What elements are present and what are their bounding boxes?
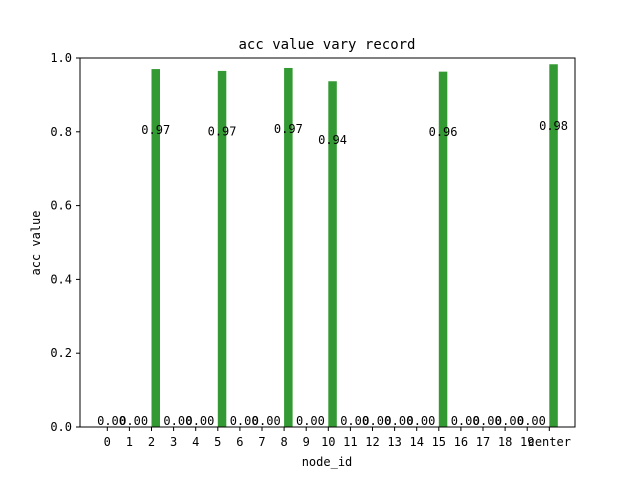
y-tick-label: 0.2 xyxy=(50,346,72,360)
bar-value-label: 0.98 xyxy=(539,119,568,133)
x-tick-label: 11 xyxy=(343,435,357,449)
x-tick-label: 9 xyxy=(303,435,310,449)
bar-value-label: 0.00 xyxy=(495,414,524,428)
x-tick-label: 14 xyxy=(409,435,423,449)
bar-2 xyxy=(151,69,160,427)
x-tick-label: 16 xyxy=(454,435,468,449)
bar-value-label: 0.94 xyxy=(318,133,347,147)
x-tick-label: 8 xyxy=(280,435,287,449)
x-tick-label: 12 xyxy=(365,435,379,449)
bar-value-label: 0.00 xyxy=(163,414,192,428)
x-tick-label: center xyxy=(528,435,571,449)
bar-value-label: 0.96 xyxy=(429,125,458,139)
bar-value-label: 0.97 xyxy=(274,122,303,136)
bar-value-label: 0.97 xyxy=(141,123,170,137)
bar-value-label: 0.00 xyxy=(119,414,148,428)
y-tick-label: 0.6 xyxy=(50,199,72,213)
x-axis-label: node_id xyxy=(302,455,353,469)
bar-value-label: 0.00 xyxy=(517,414,546,428)
bar-value-label: 0.00 xyxy=(296,414,325,428)
plot-area: 0.00.20.40.60.81.00 1 2 3 4 5 6 7 8 9 10 11 12 13 14 15… xyxy=(50,51,576,449)
plot-frame xyxy=(79,57,576,428)
y-tick-label: 1.0 xyxy=(50,51,72,65)
x-tick-label: 10 xyxy=(321,435,335,449)
bar-value-label: 0.00 xyxy=(252,414,281,428)
bar-10 xyxy=(328,81,337,427)
x-tick-label: 3 xyxy=(170,435,177,449)
x-tick-label: 5 xyxy=(214,435,221,449)
bar-8 xyxy=(284,67,293,428)
x-tick-label: 19 xyxy=(520,435,534,449)
bar-value-label: 0.00 xyxy=(185,414,214,428)
x-tick-label: 15 xyxy=(432,435,446,449)
x-tick-label: 0 xyxy=(104,435,111,449)
bar-value-label: 0.97 xyxy=(208,124,237,138)
bar-center xyxy=(549,64,558,428)
bar-value-label: 0.00 xyxy=(473,414,502,428)
x-tick-label: 13 xyxy=(387,435,401,449)
bar-5 xyxy=(217,70,227,428)
x-tick-label: 18 xyxy=(498,435,512,449)
x-tick-label: 7 xyxy=(258,435,265,449)
y-axis-label: acc value xyxy=(29,210,43,275)
x-tick-label: 1 xyxy=(126,435,133,449)
y-tick-label: 0.0 xyxy=(50,420,72,434)
bar-value-label: 0.00 xyxy=(340,414,369,428)
x-tick-label: 17 xyxy=(476,435,490,449)
chart-title: acc value vary record xyxy=(238,37,415,53)
bar-value-label: 0.00 xyxy=(384,414,413,428)
y-tick-label: 0.4 xyxy=(50,272,72,286)
x-tick-label: 6 xyxy=(236,435,243,449)
bar-15 xyxy=(438,71,448,428)
y-tick-label: 0.8 xyxy=(50,125,72,139)
bar-value-label: 0.00 xyxy=(451,414,480,428)
bar-value-label: 0.00 xyxy=(406,414,435,428)
bar-value-label: 0.00 xyxy=(362,414,391,428)
x-tick-label: 2 xyxy=(148,435,155,449)
x-tick-label: 4 xyxy=(192,435,199,449)
bar-value-label: 0.00 xyxy=(97,414,126,428)
bar-value-label: 0.00 xyxy=(230,414,259,428)
